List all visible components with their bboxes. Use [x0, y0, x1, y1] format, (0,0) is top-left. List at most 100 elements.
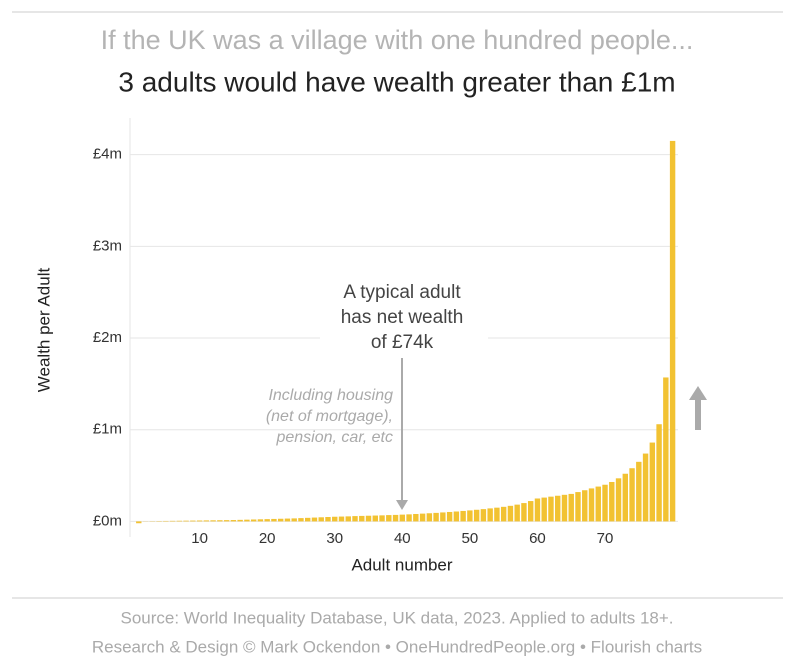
chart-subtitle: 3 adults would have wealth greater than …: [118, 66, 675, 97]
bar: [176, 520, 183, 522]
bar: [379, 515, 385, 522]
bar: [230, 520, 237, 522]
bar: [555, 495, 561, 522]
x-tick-label: 40: [394, 530, 411, 547]
note: pension, car, etc: [275, 429, 393, 446]
annotation: of £74k: [371, 332, 434, 353]
bar: [636, 461, 642, 522]
bar: [352, 516, 358, 522]
bar: [514, 504, 520, 522]
y-tick-label: £2m: [93, 329, 122, 346]
bar: [609, 481, 615, 522]
y-tick-label: £3m: [93, 237, 122, 254]
bar: [183, 520, 189, 522]
x-axis-label: Adult number: [351, 555, 452, 574]
bar: [575, 492, 581, 522]
bar: [136, 521, 142, 524]
bar: [602, 484, 608, 522]
bar: [426, 513, 433, 522]
bar: [210, 520, 216, 522]
bar: [217, 520, 223, 522]
bar: [527, 501, 534, 522]
bar: [453, 511, 460, 522]
annotation: A typical adult: [343, 282, 461, 303]
bar: [332, 516, 338, 522]
source-line: Source: World Inequality Database, UK da…: [120, 608, 673, 627]
bar: [359, 515, 365, 522]
bar: [669, 140, 676, 522]
up-arrow-head: [689, 386, 707, 400]
annotation-box: [320, 276, 488, 356]
x-tick-label: 20: [259, 530, 276, 547]
bar: [413, 513, 419, 522]
bar: [257, 519, 264, 522]
bar: [561, 494, 568, 522]
bar: [190, 520, 196, 522]
source-line: Research & Design © Mark Ockendon • OneH…: [92, 637, 702, 656]
bar: [271, 518, 277, 522]
bar: [372, 515, 378, 522]
bar: [642, 453, 649, 522]
bar: [365, 515, 372, 522]
arrow-head: [396, 500, 408, 510]
bar: [615, 478, 622, 522]
bar: [521, 503, 527, 522]
bar: [419, 513, 426, 522]
bar: [237, 519, 243, 522]
bar: [473, 509, 480, 522]
bar: [203, 520, 210, 522]
bar: [663, 377, 669, 522]
plot: £0m £1m £2m £3m £4m 10 20 30 40 50 60 70: [93, 118, 678, 547]
bar: [541, 497, 547, 522]
bar: [595, 486, 601, 522]
bar: [305, 517, 311, 522]
bar: [507, 505, 514, 522]
bar: [338, 516, 345, 522]
bar: [298, 518, 304, 522]
bar: [440, 512, 446, 522]
chart-title: If the UK was a village with one hundred…: [101, 25, 694, 55]
bar: [196, 520, 203, 522]
bar: [318, 517, 324, 522]
bar: [656, 424, 662, 522]
y-axis-label: Wealth per Adult: [34, 268, 53, 393]
bar: [568, 493, 574, 522]
bar: [291, 518, 297, 522]
bar: [494, 507, 500, 522]
bar: [629, 468, 635, 522]
bar: [325, 517, 331, 522]
annotation: has net wealth: [341, 307, 464, 328]
bar: [169, 520, 176, 522]
x-tick-label: 70: [597, 530, 614, 547]
bar: [480, 509, 487, 522]
bar: [487, 508, 493, 522]
bar: [433, 512, 439, 522]
x-tick-label: 10: [191, 530, 208, 547]
bar: [223, 520, 230, 522]
x-tick-label: 30: [326, 530, 343, 547]
bar: [588, 488, 595, 522]
y-tick-label: £1m: [93, 421, 122, 438]
bar: [250, 519, 257, 522]
y-tick-label: £0m: [93, 512, 122, 529]
bar: [622, 473, 628, 522]
bar: [264, 519, 270, 522]
bar: [649, 442, 656, 522]
note: (net of mortgage),: [266, 408, 393, 425]
bar: [399, 514, 406, 522]
bar: [244, 519, 250, 522]
bar: [500, 506, 507, 522]
bar: [284, 518, 291, 522]
bar: [582, 490, 588, 522]
bar: [446, 511, 453, 522]
x-tick-label: 50: [462, 530, 479, 547]
bar: [467, 510, 473, 522]
x-tick-label: 60: [529, 530, 546, 547]
bar: [406, 514, 412, 522]
bar: [345, 516, 351, 522]
bar: [392, 514, 399, 522]
y-tick-label: £4m: [93, 146, 122, 163]
bar: [534, 498, 541, 522]
bar: [460, 510, 466, 522]
